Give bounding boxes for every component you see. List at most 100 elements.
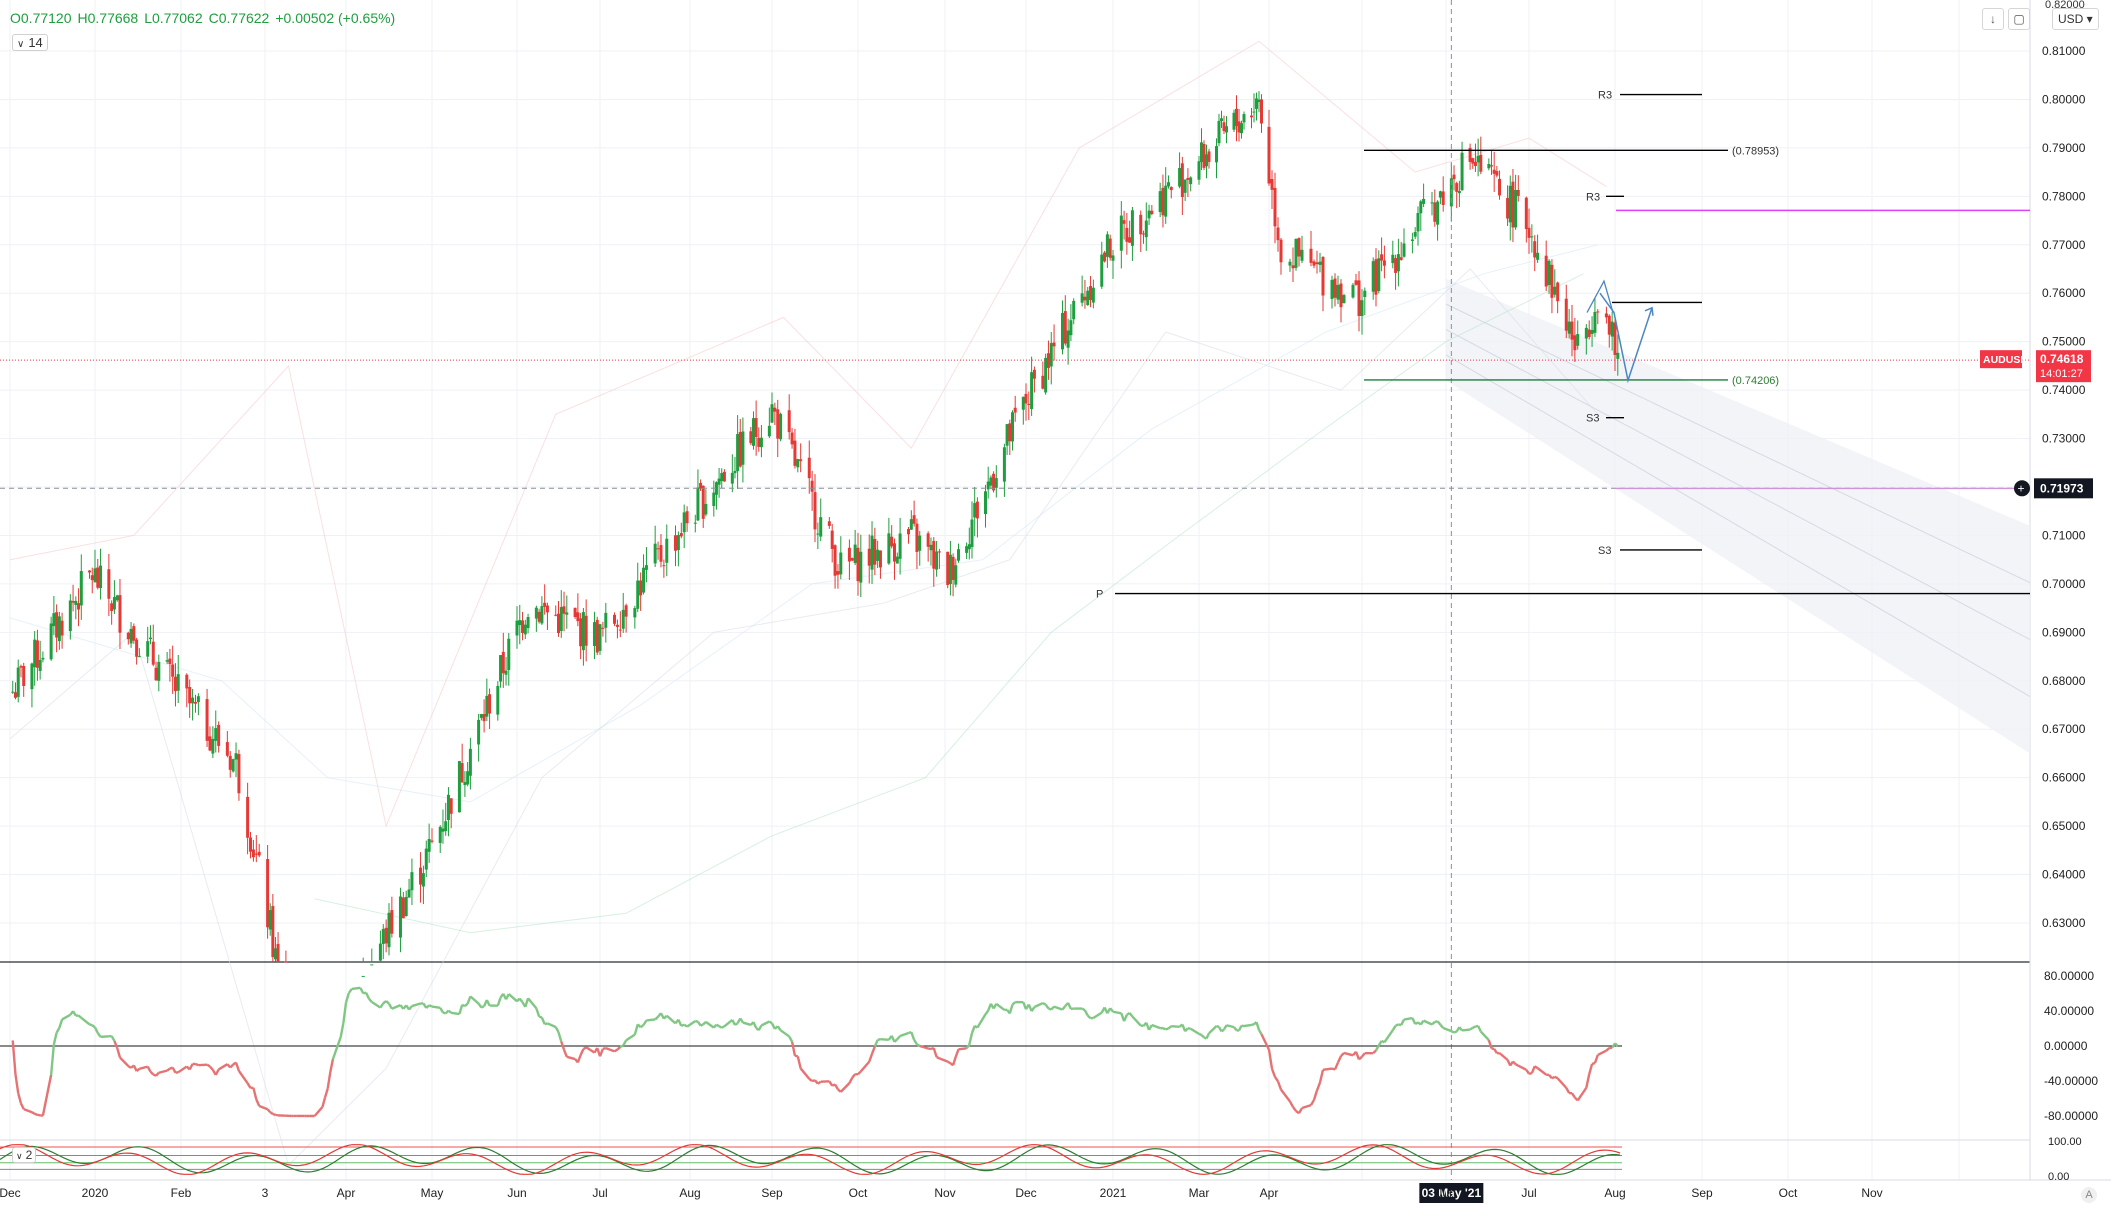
candle-body xyxy=(518,620,522,626)
rsi-segment xyxy=(1398,1023,1402,1027)
candle-body xyxy=(446,794,450,820)
candle-body xyxy=(1166,182,1170,187)
rsi-segment xyxy=(439,1007,445,1014)
candle-body xyxy=(935,551,939,570)
candle-body xyxy=(714,482,718,495)
rsi-segment xyxy=(1184,1027,1189,1033)
candle-body xyxy=(946,551,950,585)
rsi-segment xyxy=(1381,1039,1385,1044)
candle-body xyxy=(1091,287,1095,303)
candle-body xyxy=(733,470,737,474)
rsi-segment xyxy=(1340,1052,1345,1057)
rsi-segment xyxy=(379,1002,385,1009)
download-icon[interactable]: ↓ xyxy=(1982,8,2004,30)
candle-body xyxy=(642,567,646,593)
rsi-segment xyxy=(1439,1023,1445,1029)
rsi-segment xyxy=(1377,1040,1383,1047)
candle-body xyxy=(55,612,59,638)
candle-body xyxy=(1436,201,1440,225)
candle-body xyxy=(1457,191,1461,194)
open-value: O0.77120 xyxy=(10,10,72,26)
candle-body xyxy=(1363,290,1367,298)
candle-body xyxy=(1544,255,1548,287)
candle-body xyxy=(639,580,643,596)
candle-body xyxy=(444,821,448,832)
rsi-segment xyxy=(808,1077,813,1083)
rsi-segment xyxy=(868,1053,874,1063)
pivot-label-r3-top: R3 xyxy=(1598,90,1612,102)
candle-body xyxy=(1330,279,1334,299)
candle-body xyxy=(225,742,229,756)
candle-body xyxy=(1584,327,1588,339)
rsi-segment xyxy=(680,1023,685,1027)
candle-body xyxy=(876,549,880,561)
high-value: H0.77668 xyxy=(77,10,139,26)
rsi-segment xyxy=(266,1108,272,1114)
candle-body xyxy=(438,826,442,843)
candle-body xyxy=(537,611,541,622)
candle-body xyxy=(404,896,408,917)
rsi-segment xyxy=(246,1082,252,1089)
candle-body xyxy=(699,482,703,489)
rsi-segment xyxy=(77,1014,83,1019)
rsi-segment xyxy=(1267,1049,1274,1069)
ohlc-legend: O0.77120 H0.77668 L0.77062 C0.77622 +0.00502… xyxy=(10,10,401,26)
price-axis-label: 0.80000 xyxy=(2042,92,2086,106)
auto-scale-button[interactable]: A xyxy=(2081,1187,2097,1203)
rsi-segment xyxy=(1226,1024,1235,1029)
plus-icon: + xyxy=(2018,481,2025,495)
candle-body xyxy=(975,501,979,519)
candle-body xyxy=(957,549,960,561)
rsi-segment xyxy=(1556,1077,1568,1089)
candle-body xyxy=(1005,424,1009,446)
rsi-segment xyxy=(91,1024,96,1029)
rsi-segment xyxy=(23,1107,33,1114)
indicator-length-toggle[interactable]: ∨ 14 xyxy=(12,34,48,51)
price-axis-label: 0.69000 xyxy=(2042,625,2086,639)
candle-body xyxy=(22,665,26,687)
candle-body xyxy=(99,565,103,589)
rsi-segment xyxy=(585,1046,596,1054)
rsi-segment xyxy=(1361,1052,1366,1058)
rsi-segment xyxy=(839,1082,851,1093)
rsi-segment xyxy=(444,1009,450,1015)
candle-body xyxy=(712,492,716,507)
candle-body xyxy=(1321,256,1325,296)
rsi-segment xyxy=(527,997,538,1010)
candle-body xyxy=(1514,190,1518,228)
candle-body xyxy=(853,544,857,564)
bb-upper xyxy=(9,40,1607,828)
rsi-segment xyxy=(1260,1033,1271,1051)
candle-body xyxy=(1232,112,1236,130)
currency-select[interactable]: USD ▾ xyxy=(2052,8,2099,30)
candle-body xyxy=(271,906,275,958)
rsi-segment xyxy=(1109,1007,1114,1013)
rsi-segment xyxy=(1086,1014,1092,1020)
time-axis-label: 2020 xyxy=(82,1186,109,1200)
stoch-length-toggle[interactable]: ∨ 2 xyxy=(12,1147,37,1163)
candle-body xyxy=(1547,260,1551,286)
candle-body xyxy=(74,600,78,605)
candle-body xyxy=(1527,227,1531,238)
rsi-segment xyxy=(1205,1032,1211,1040)
time-axis-label: Aug xyxy=(679,1186,700,1200)
candle-body xyxy=(419,867,423,885)
rsi-segment xyxy=(995,1002,1006,1011)
candle-body xyxy=(1197,161,1201,180)
rsi-segment xyxy=(560,1041,566,1051)
rsi-segment xyxy=(913,1039,918,1046)
candle-body xyxy=(1240,123,1243,134)
rsi-segment xyxy=(1276,1080,1283,1091)
candle-body xyxy=(1380,254,1384,261)
candle-body xyxy=(1297,238,1301,257)
rsi-segment xyxy=(1588,1063,1594,1075)
candle-body xyxy=(13,692,17,698)
rsi-segment xyxy=(1011,1001,1017,1006)
candle-body xyxy=(767,425,771,437)
rsi-segment xyxy=(152,1073,157,1077)
candle-body xyxy=(507,638,511,671)
fullscreen-icon[interactable]: ▢ xyxy=(2008,8,2030,30)
rsi-segment xyxy=(496,997,502,1007)
ma-100 xyxy=(9,244,1598,803)
